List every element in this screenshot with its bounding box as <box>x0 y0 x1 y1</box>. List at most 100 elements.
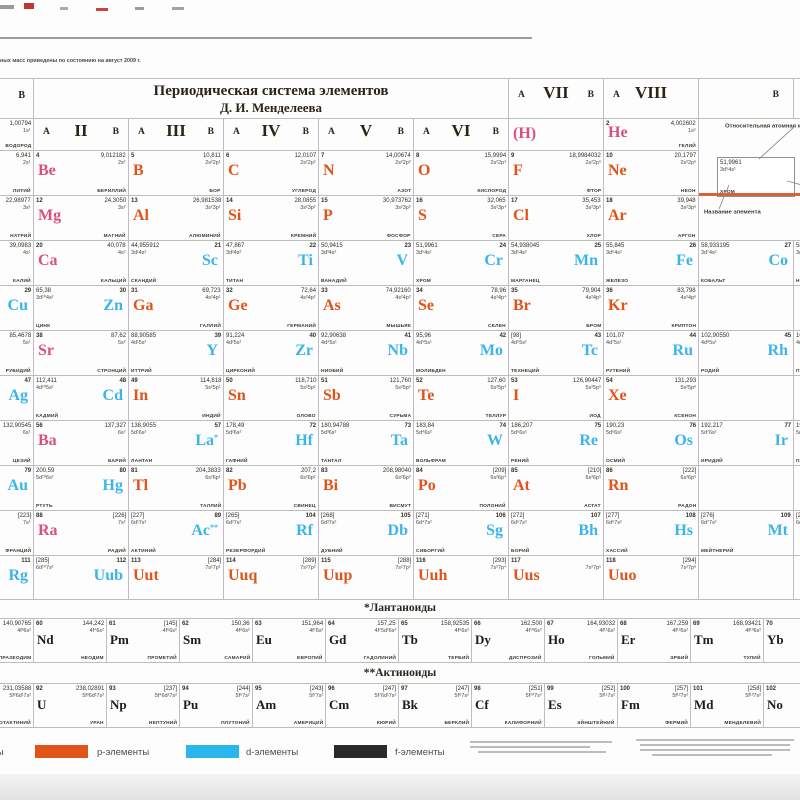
element-symbol: Ge <box>228 297 248 314</box>
element-name: ФОСФОР <box>387 232 411 238</box>
element-symbol: Nb <box>387 342 408 359</box>
element-cell-Es: 99 [252] 5f¹¹7s² Es ЭЙНШТЕЙНИЙ <box>544 683 617 728</box>
electron-config: 4s²4p⁵ <box>585 294 601 301</box>
atomic-number: 75 <box>594 422 601 429</box>
element-name: МЕНДЕЛЕВИЙ <box>724 719 761 725</box>
atomic-mass: 137,327 <box>104 422 126 429</box>
element-cell-Pa: 91231,035885f²6d¹7s²PaПРОТАКТИНИЙ <box>0 683 33 728</box>
electron-config: 5f⁶7s² <box>235 692 250 699</box>
element-cell-No: 102[259]5f¹⁴7s²NoНОБЕЛИЙ <box>763 683 800 728</box>
atomic-number: 18 <box>606 197 613 204</box>
atomic-mass: 39,0983 <box>9 242 31 249</box>
element-name: КИСЛОРОД <box>477 187 506 193</box>
atomic-mass: [98] <box>511 332 522 339</box>
top-edge-mark <box>135 7 144 10</box>
atomic-number: 38 <box>36 332 43 339</box>
element-cell-Nb: 41 92,90638 4d⁴5s¹ Nb НИОБИЙ <box>318 330 413 375</box>
element-name: ФРАНЦИЙ <box>5 547 31 553</box>
atomic-mass: [257] <box>674 685 688 692</box>
element-name: ТАНТАЛ <box>321 457 342 463</box>
electron-config: 7s²7p⁶ <box>680 564 696 571</box>
element-symbol: Sn <box>228 387 246 404</box>
atomic-mass: [209] <box>492 467 506 474</box>
group-roman-numeral: VII <box>543 83 569 102</box>
element-cell-Sr: 38 87,62 5s² Sr СТРОНЦИЙ <box>33 330 128 375</box>
atomic-mass: [247] <box>455 685 469 692</box>
atomic-number: 76 <box>689 422 696 429</box>
element-cell-Uuq: 114 [289] 7s²7p² Uuq <box>223 555 318 600</box>
atomic-mass: [243] <box>309 685 323 692</box>
element-cell-Y: 39 88,90585 4d¹5s² Y ИТТРИЙ <box>128 330 223 375</box>
atomic-mass: 238,02891 <box>75 685 104 692</box>
atomic-number: 12 <box>36 197 43 204</box>
element-cell-Rb: 3785,46785s¹RbРУБИДИЙ <box>0 330 33 375</box>
electron-config: 5f⁴6d¹7s² <box>154 692 177 699</box>
element-symbol: Cd <box>102 387 123 404</box>
atomic-number: 111 <box>21 557 31 564</box>
atomic-number: 43 <box>594 332 601 339</box>
element-name: БОР <box>209 187 221 193</box>
atomic-mass: 30,973762 <box>382 197 411 204</box>
electron-config: 4f¹¹6s² <box>599 627 615 634</box>
electron-config: 4d⁸5s¹ <box>701 339 717 346</box>
atomic-number: 36 <box>606 287 613 294</box>
atomic-number: 92 <box>36 685 43 692</box>
group-letter-A: А <box>423 127 430 137</box>
element-name: ВАНАДИЙ <box>321 277 347 283</box>
legend-label-p: p-элементы <box>97 747 150 758</box>
element-symbol: Ne <box>608 162 627 179</box>
electron-config: 4s²4p¹ <box>205 294 221 301</box>
atomic-mass: 183,84 <box>416 422 435 429</box>
element-symbol: Ti <box>298 252 313 269</box>
electron-config: 5f¹¹7s² <box>599 692 615 699</box>
element-symbol: Mg <box>38 207 62 224</box>
element-cell-Uus: 117 7s²7p⁵ Uus <box>508 555 603 600</box>
element-cell-Pb: 82 207,2 6s²6p² Pb СВИНЕЦ <box>223 465 318 510</box>
atomic-number: 84 <box>416 467 423 474</box>
element-name: ИТТРИЙ <box>131 367 152 373</box>
element-symbol: Nd <box>37 632 54 647</box>
element-category-legend: s-элементы p-элементы d-элементы f-элементы <box>0 745 800 765</box>
element-name: ПРАЗЕОДИМ <box>0 654 31 660</box>
element-name: КОБАЛЬТ <box>701 277 726 283</box>
electron-config: 7s¹ <box>23 519 31 526</box>
atomic-number: 74 <box>499 422 506 429</box>
element-symbol: Bk <box>402 697 418 712</box>
atomic-mass: 178,49 <box>226 422 245 429</box>
legend-label-f: f-элементы <box>395 747 445 758</box>
atomic-mass: [284] <box>207 557 221 564</box>
element-cell-Bk: 97 [247] 5f⁹7s² Bk БЕРКЛИЙ <box>398 683 471 728</box>
atomic-number: 27 <box>784 242 791 249</box>
element-cell-Ti: 22 47,867 3d²4s² Ti ТИТАН <box>223 240 318 285</box>
legend-sample-cell: 51,9961 3d⁵4s¹ ХРОМ <box>717 157 795 197</box>
electron-config: 5d⁶6s² <box>606 429 622 436</box>
atomic-number: 67 <box>547 620 554 627</box>
horizontal-rule <box>0 37 532 39</box>
electron-config: 4s²4p⁴ <box>490 294 506 301</box>
atomic-mass: 47,867 <box>226 242 245 249</box>
element-symbol: Po <box>418 477 436 494</box>
atomic-mass: 26,981538 <box>192 197 221 204</box>
electron-config: 7s²7p³ <box>395 564 411 571</box>
element-symbol: At <box>513 477 530 494</box>
empty-cell <box>793 375 800 420</box>
top-edge-mark <box>96 8 108 11</box>
element-symbol: Os <box>674 432 693 449</box>
element-cell-Uuo: 118 [294] 7s²7p⁶ Uuo <box>603 555 698 600</box>
lanthanide-actinide-marker: * <box>214 433 218 442</box>
element-cell-Tc: 43 [98] 4d⁵5s² Tc ТЕХНЕЦИЙ <box>508 330 603 375</box>
element-symbol: Se <box>418 297 434 314</box>
element-cell-Tm: 69 168,93421 4f¹³6s² Tm ТУЛИЙ <box>690 618 763 663</box>
atomic-mass: 231,03588 <box>2 685 31 692</box>
legend-swatch-p <box>35 745 88 758</box>
group-header-IV: А IV В <box>223 118 318 150</box>
element-cell-In: 49 114,818 5s²5p¹ In ИНДИЙ <box>128 375 223 420</box>
element-name: УГЛЕРОД <box>291 187 316 193</box>
atomic-number: 114 <box>226 557 236 564</box>
atomic-number: 104 <box>305 512 316 519</box>
element-cell-Md: 101 [258] 5f¹³7s² Md МЕНДЕЛЕВИЙ <box>690 683 763 728</box>
element-name: ПРОМЕТИЙ <box>147 654 177 660</box>
atomic-number: 49 <box>131 377 138 384</box>
electron-config: 1s² <box>688 127 696 134</box>
atomic-mass: 168,93421 <box>732 620 761 627</box>
